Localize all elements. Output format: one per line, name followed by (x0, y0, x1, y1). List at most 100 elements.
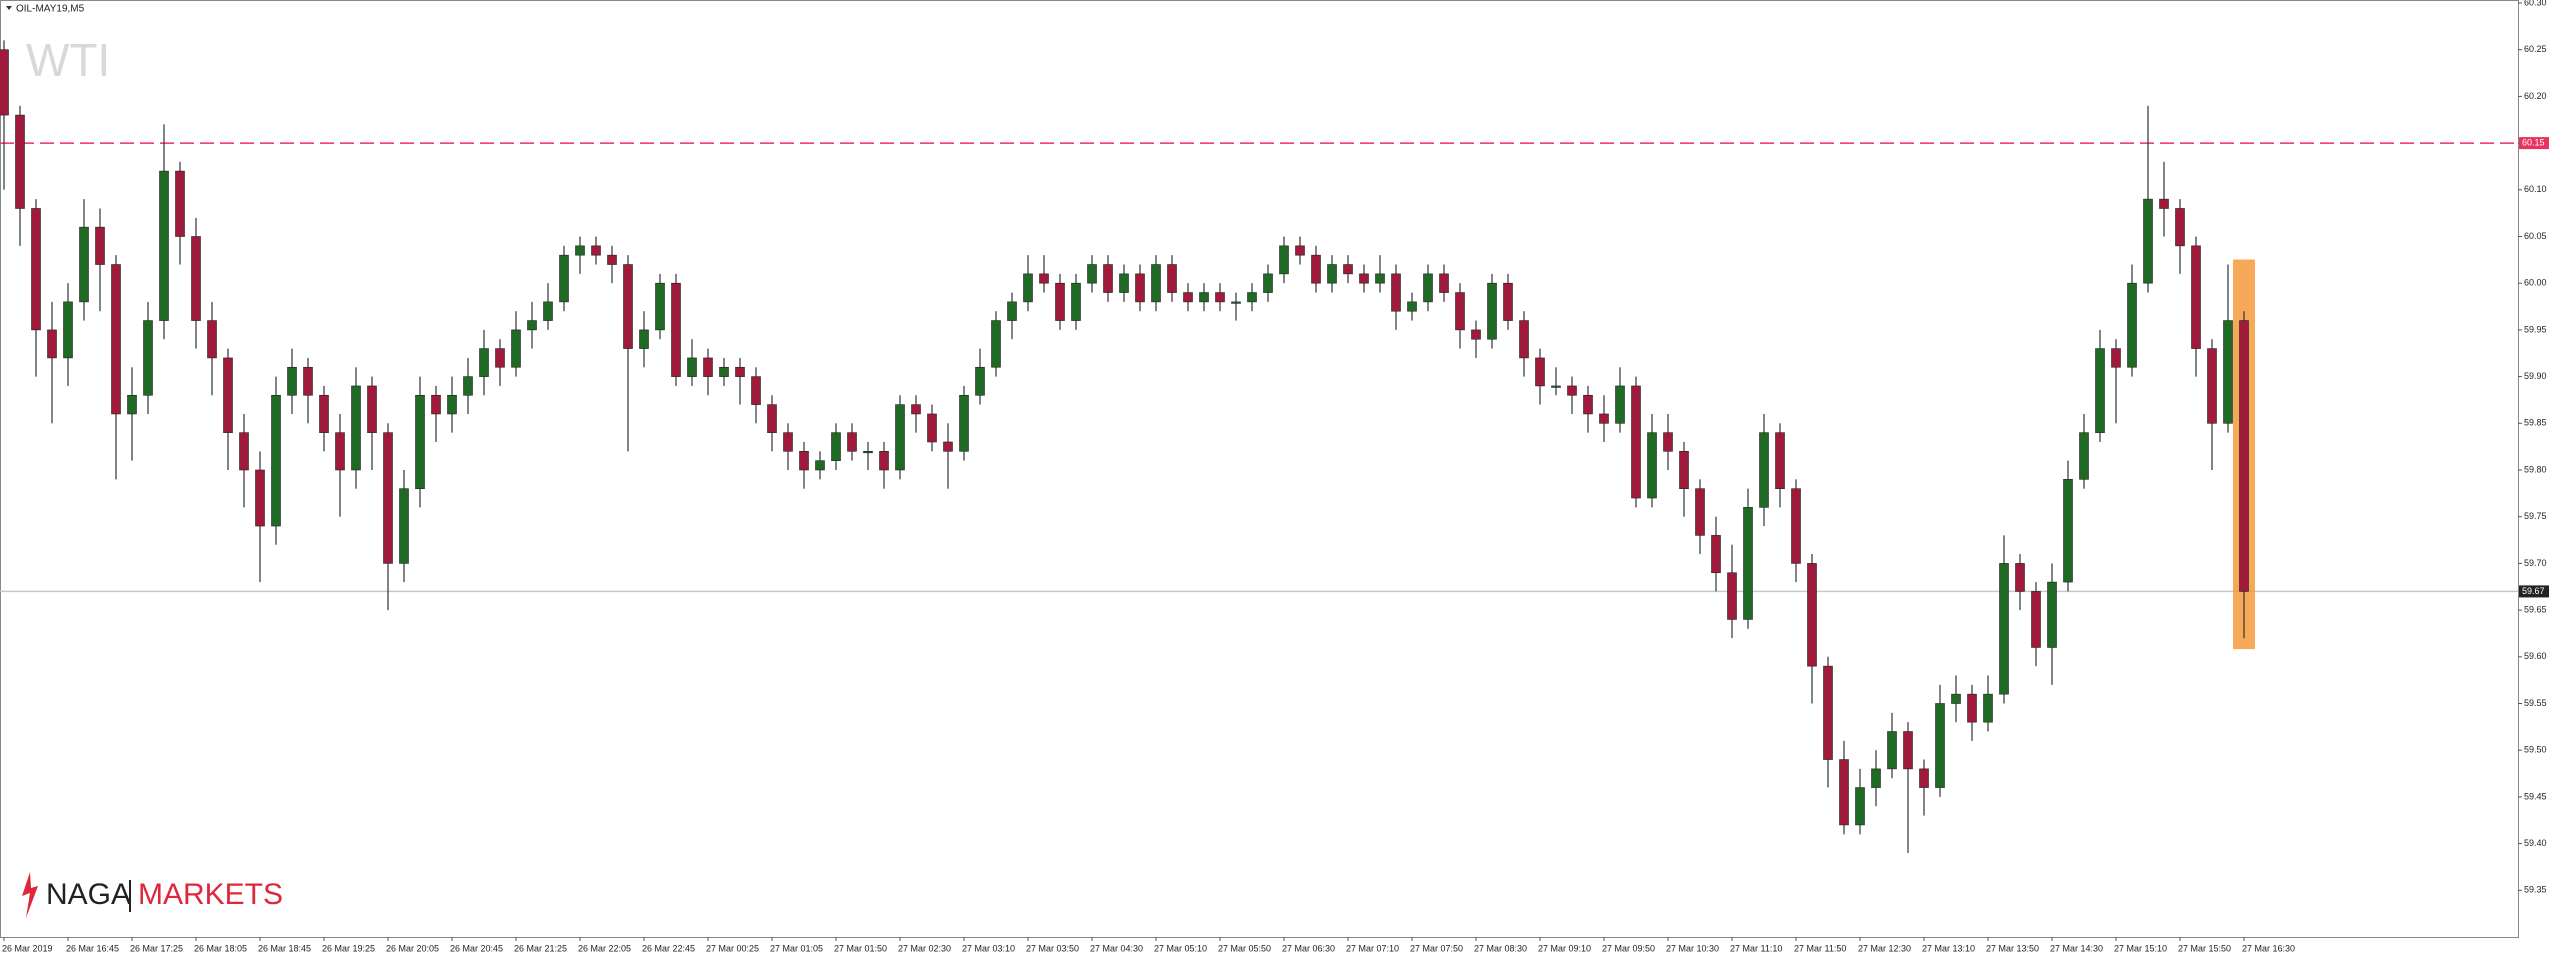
candle-body (1183, 292, 1193, 303)
candle-body (799, 451, 809, 471)
candle-body (1167, 264, 1177, 293)
candle-body (15, 114, 25, 209)
candle-body (1359, 273, 1369, 284)
candle-body (127, 394, 137, 415)
x-tick-label: 27 Mar 00:25 (706, 943, 759, 953)
y-tick-label: 60.00 (2524, 278, 2547, 288)
candle-body (783, 432, 793, 452)
candle-body (1039, 273, 1049, 284)
y-tick-label: 59.70 (2524, 558, 2547, 568)
candle-body (575, 245, 585, 256)
candle-body (207, 320, 217, 359)
x-tick-label: 27 Mar 07:50 (1410, 943, 1463, 953)
candle-body (1599, 413, 1609, 424)
x-tick-label: 26 Mar 21:25 (514, 943, 567, 953)
candle-body (47, 329, 57, 359)
x-tick-label: 27 Mar 13:10 (1922, 943, 1975, 953)
candle-body (591, 245, 601, 256)
y-tick-label: 59.95 (2524, 324, 2547, 334)
candle-body (2095, 348, 2105, 433)
x-tick-label: 26 Mar 16:45 (66, 943, 119, 953)
candle-body (879, 451, 889, 471)
candle-body (175, 170, 185, 237)
candle-body (335, 432, 345, 471)
y-tick-label: 60.20 (2524, 91, 2547, 101)
candle-body (191, 236, 201, 321)
candle-body (463, 376, 473, 396)
candle-body (2239, 320, 2249, 592)
candle-body (2015, 563, 2025, 592)
candle-body (559, 254, 569, 303)
candle-body (2031, 591, 2041, 648)
candle-body (1855, 787, 1865, 826)
candle-body (1743, 507, 1753, 620)
candle-body (1999, 563, 2009, 695)
candle-body (1807, 563, 1817, 667)
candle-body (1503, 282, 1513, 321)
x-tick-label: 26 Mar 18:45 (258, 943, 311, 953)
candle-body (1327, 264, 1337, 284)
brand-markets: MARKETS (138, 878, 283, 911)
price-tag (2519, 585, 2549, 598)
y-tick-label: 59.45 (2524, 791, 2547, 801)
candle-body (271, 394, 281, 527)
candle-body (2047, 581, 2057, 648)
candle-body (383, 432, 393, 564)
candle-body (991, 320, 1001, 368)
candle-body (1247, 292, 1257, 303)
candle-body (2159, 198, 2169, 209)
x-tick-label: 27 Mar 02:30 (898, 943, 951, 953)
candle-body (1871, 768, 1881, 788)
candle-body (1839, 759, 1849, 826)
candle-body (1567, 385, 1577, 396)
candle-body (639, 329, 649, 349)
candle-body (479, 348, 489, 377)
candle-body (415, 394, 425, 489)
candle-body (1647, 432, 1657, 499)
x-tick-label: 27 Mar 11:50 (1794, 943, 1846, 953)
x-tick-label: 27 Mar 05:10 (1154, 943, 1207, 953)
candle-body (2063, 479, 2073, 583)
candle-body (1135, 273, 1145, 303)
candle-body (1391, 273, 1401, 312)
candle-body (159, 170, 169, 321)
candle-body (431, 394, 441, 415)
candle-body (543, 301, 553, 321)
candle-body (1439, 273, 1449, 293)
candle-body (1215, 292, 1225, 303)
candle-body (367, 385, 377, 433)
candle-body (351, 385, 361, 471)
x-tick-label: 27 Mar 11:10 (1730, 943, 1782, 953)
candle-body (655, 282, 665, 331)
candle-body (63, 301, 73, 359)
candle-body (1727, 572, 1737, 620)
x-tick-label: 27 Mar 13:50 (1986, 943, 2039, 953)
candle-body (223, 357, 233, 433)
y-tick-label: 60.30 (2524, 0, 2547, 7)
symbol-label: OIL-MAY19,M5 (16, 4, 85, 15)
x-tick-label: 27 Mar 03:10 (962, 943, 1015, 953)
candle-body (1583, 394, 1593, 415)
y-tick-label: 60.10 (2524, 184, 2547, 194)
x-tick-label: 26 Mar 2019 (2, 943, 53, 953)
candle-body (847, 432, 857, 452)
candle-body (1055, 282, 1065, 321)
candle-body (79, 226, 89, 303)
candle-body (1663, 432, 1673, 452)
candle-body (1935, 703, 1945, 788)
candle-body (1631, 385, 1641, 499)
candle-body (831, 432, 841, 461)
candle-body (719, 366, 729, 377)
candle-body (1311, 254, 1321, 284)
x-tick-label: 26 Mar 17:25 (130, 943, 183, 953)
x-tick-label: 27 Mar 09:50 (1602, 943, 1655, 953)
price-tag-label: 60.15 (2522, 137, 2545, 147)
menu-arrow[interactable] (6, 6, 12, 10)
candle-body (2223, 320, 2233, 424)
candle-body (703, 357, 713, 377)
candle-body (895, 404, 905, 471)
watermark: WTI (26, 34, 110, 86)
y-tick-label: 59.35 (2524, 885, 2547, 895)
candle-body (1967, 693, 1977, 723)
